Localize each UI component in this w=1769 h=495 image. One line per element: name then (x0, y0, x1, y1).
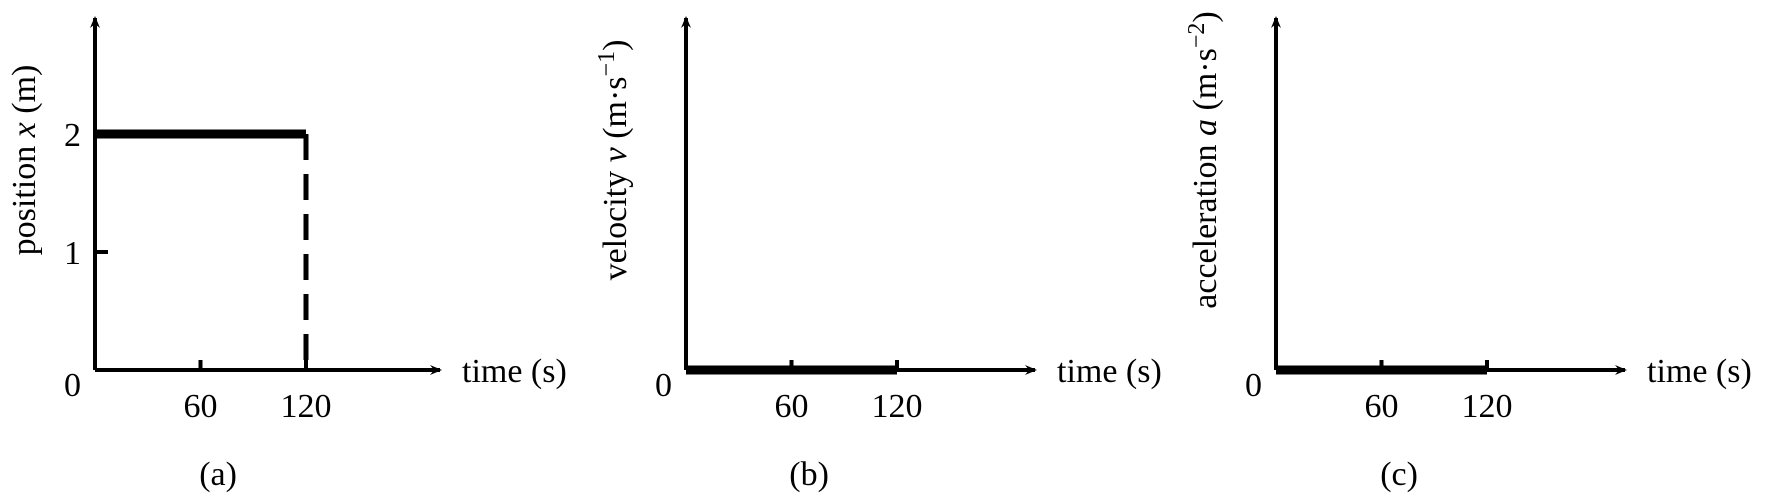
y-axis-label: velocity v (m·s−1) (594, 40, 634, 281)
panel-caption: (a) (199, 456, 237, 493)
y-tick-label: 1 (64, 235, 81, 272)
x-tick-label: 120 (280, 388, 331, 425)
x-axis-label: time (s) (462, 353, 567, 390)
chart-panel-b: 60 120 0 time (s) velocity v (m·s−1) (b) (594, 16, 1162, 493)
x-tick-label: 60 (1364, 388, 1398, 425)
x-tick-label: 120 (1461, 388, 1512, 425)
x-tick-label: 60 (183, 388, 217, 425)
origin-label: 0 (1245, 367, 1262, 404)
panel-caption: (c) (1380, 456, 1418, 493)
x-tick-label: 120 (871, 388, 922, 425)
chart-panel-c: 60 120 0 time (s) acceleration a (m·s−2) (c) (1184, 11, 1752, 493)
y-axis-label: acceleration a (m·s−2) (1184, 11, 1224, 308)
origin-label: 0 (64, 367, 81, 404)
y-tick-label: 2 (64, 117, 81, 154)
x-axis-label: time (s) (1057, 353, 1162, 390)
panel-caption: (b) (789, 456, 829, 493)
x-tick-label: 60 (774, 388, 808, 425)
origin-label: 0 (655, 367, 672, 404)
x-axis-label: time (s) (1647, 353, 1752, 390)
y-axis-label: position x (m) (6, 65, 43, 256)
